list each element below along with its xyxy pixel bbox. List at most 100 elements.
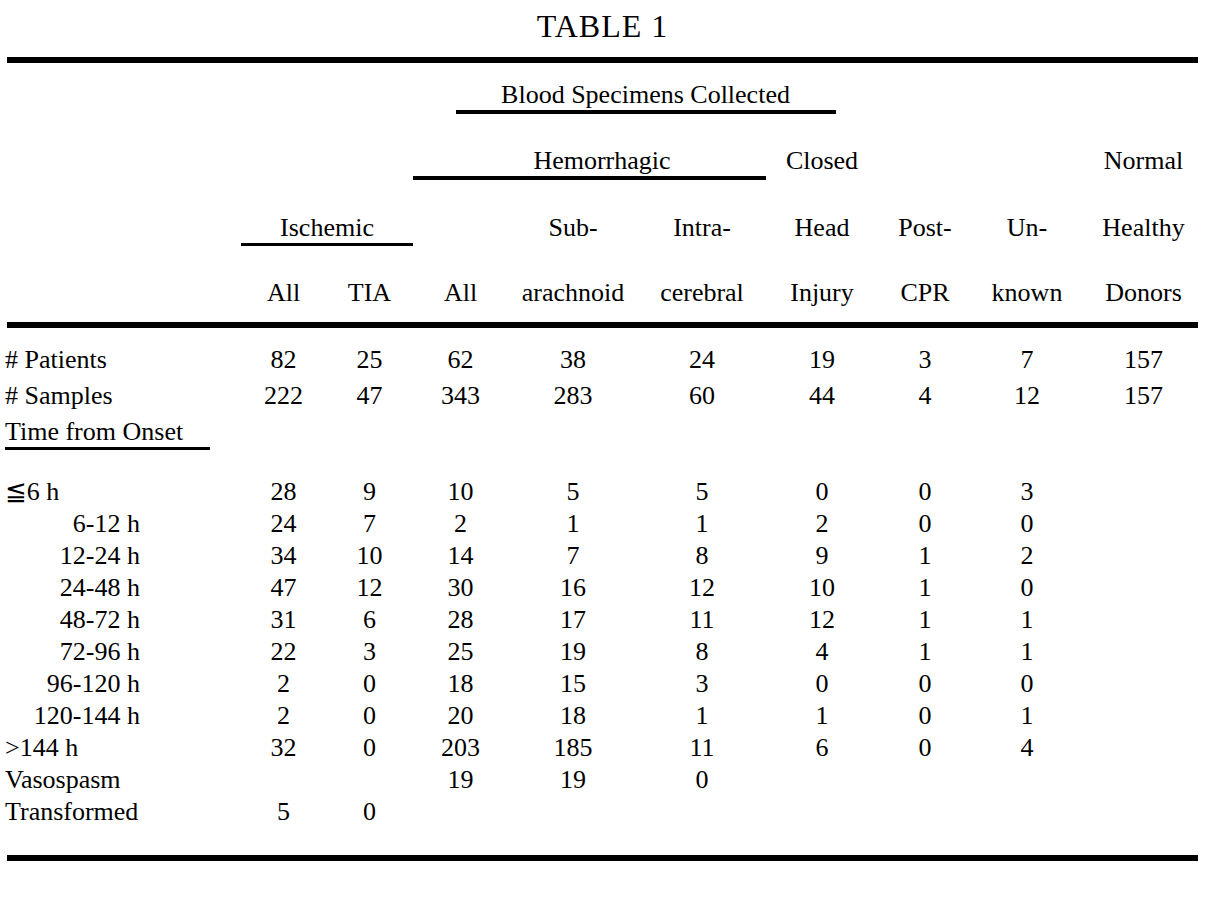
table-cell: 1 <box>878 604 972 636</box>
table-cell: 1 <box>508 508 638 540</box>
table-cell: 62 <box>413 342 508 378</box>
table-cell <box>508 414 638 450</box>
table-cell: 7 <box>972 342 1082 378</box>
table-cell: 11 <box>638 732 766 764</box>
table-cell: 44 <box>766 378 878 414</box>
row-label: 72-96 h <box>5 636 140 668</box>
table-cell: 24 <box>638 342 766 378</box>
closed-header: Closed <box>766 146 878 180</box>
unknown-header-line1: Un- <box>972 213 1082 246</box>
table-cell: 0 <box>326 732 413 764</box>
table-row: ≦6 h2891055003 <box>0 476 1205 508</box>
table-cell: 0 <box>878 668 972 700</box>
table-cell: 157 <box>1082 342 1205 378</box>
row-label: ≦6 h <box>5 476 59 508</box>
table-cell: 28 <box>413 604 508 636</box>
table-cell: 4 <box>878 378 972 414</box>
table-cell: 0 <box>326 796 413 828</box>
table-cell: 343 <box>413 378 508 414</box>
header-bottom-rule <box>7 322 1198 328</box>
table-cell: 34 <box>241 540 326 572</box>
table-cell <box>766 414 878 450</box>
row-label-cell: 120-144 h <box>0 700 241 732</box>
table-cell <box>326 414 413 450</box>
table-cell: 1 <box>638 508 766 540</box>
table-cell <box>1082 540 1205 572</box>
table-cell: 2 <box>413 508 508 540</box>
table-title: TABLE 1 <box>0 8 1205 45</box>
table-cell: 30 <box>413 572 508 604</box>
col-header-arachnoid: arachnoid <box>508 278 638 308</box>
table-cell: 3 <box>326 636 413 668</box>
table-cell: 38 <box>508 342 638 378</box>
row-label: 120-144 h <box>5 700 140 732</box>
table-cell <box>1082 796 1205 828</box>
row-label-cell: 48-72 h <box>0 604 241 636</box>
table-cell: 7 <box>508 540 638 572</box>
table-cell: 10 <box>766 572 878 604</box>
table-cell: 28 <box>241 476 326 508</box>
header-row-group2: Hemorrhagic Closed Normal <box>0 146 1205 178</box>
table-cell: 0 <box>972 572 1082 604</box>
ischemic-header: Ischemic <box>241 213 413 246</box>
table-cell: 283 <box>508 378 638 414</box>
table-cell: 1 <box>878 540 972 572</box>
col-header-hemorrhagic-all: All <box>413 278 508 308</box>
table-cell <box>413 414 508 450</box>
table-cell: 0 <box>326 700 413 732</box>
table-cell: 3 <box>972 476 1082 508</box>
table-cell: 1 <box>972 700 1082 732</box>
document-page: TABLE 1 Blood Specimens Collected Hemorr… <box>0 0 1205 902</box>
table-cell: 82 <box>241 342 326 378</box>
table-cell: 0 <box>972 668 1082 700</box>
table-row: # Samples222473432836044412157 <box>0 378 1205 414</box>
hemorrhagic-header: Hemorrhagic <box>413 146 766 180</box>
table-cell: 1 <box>638 700 766 732</box>
spacer-cell <box>0 278 241 308</box>
col-header-known: known <box>972 278 1082 308</box>
table-cell: 25 <box>413 636 508 668</box>
table-cell <box>241 764 326 796</box>
table-cell: 12 <box>972 378 1082 414</box>
table-row: 120-144 h2020181101 <box>0 700 1205 732</box>
table-cell: 10 <box>326 540 413 572</box>
blood-specimens-header: Blood Specimens Collected <box>456 82 836 114</box>
table-bottom-rule <box>7 855 1198 861</box>
table-cell: 20 <box>413 700 508 732</box>
table-cell: 0 <box>638 764 766 796</box>
table-cell <box>766 796 878 828</box>
row-label: # Samples <box>5 378 113 414</box>
table-row: 6-12 h247211200 <box>0 508 1205 540</box>
table-cell: 1 <box>972 604 1082 636</box>
table-top-rule <box>7 57 1198 63</box>
table-cell: 5 <box>508 476 638 508</box>
table-cell: 32 <box>241 732 326 764</box>
subarachnoid-header-line1: Sub- <box>508 213 638 246</box>
table-cell <box>1082 636 1205 668</box>
table-cell: 0 <box>878 700 972 732</box>
table-cell: 0 <box>766 476 878 508</box>
row-label: >144 h <box>5 732 78 764</box>
table-cell <box>1082 476 1205 508</box>
table-cell: 2 <box>241 700 326 732</box>
row-label: 96-120 h <box>5 668 140 700</box>
head-header-line2: Head <box>766 213 878 246</box>
table-cell <box>1082 700 1205 732</box>
row-label-cell: 6-12 h <box>0 508 241 540</box>
table-row: 24-48 h47123016121010 <box>0 572 1205 604</box>
row-label: Transformed <box>5 796 138 828</box>
table-cell: 2 <box>766 508 878 540</box>
header-row-group3: Ischemic Sub- Intra- Head Post- Un- Heal… <box>0 213 1205 245</box>
row-label-cell: # Patients <box>0 342 241 378</box>
table-cell: 47 <box>241 572 326 604</box>
table-cell: 19 <box>508 764 638 796</box>
table-cell <box>508 796 638 828</box>
table-row: # Patients82256238241937157 <box>0 342 1205 378</box>
row-label-cell: >144 h <box>0 732 241 764</box>
intracerebral-header-line1: Intra- <box>638 213 766 246</box>
table-row: 12-24 h34101478912 <box>0 540 1205 572</box>
table-cell <box>1082 572 1205 604</box>
table-cell: 222 <box>241 378 326 414</box>
col-header-cerebral: cerebral <box>638 278 766 308</box>
table-body-time: ≦6 h28910550036-12 h24721120012-24 h3410… <box>0 476 1205 828</box>
